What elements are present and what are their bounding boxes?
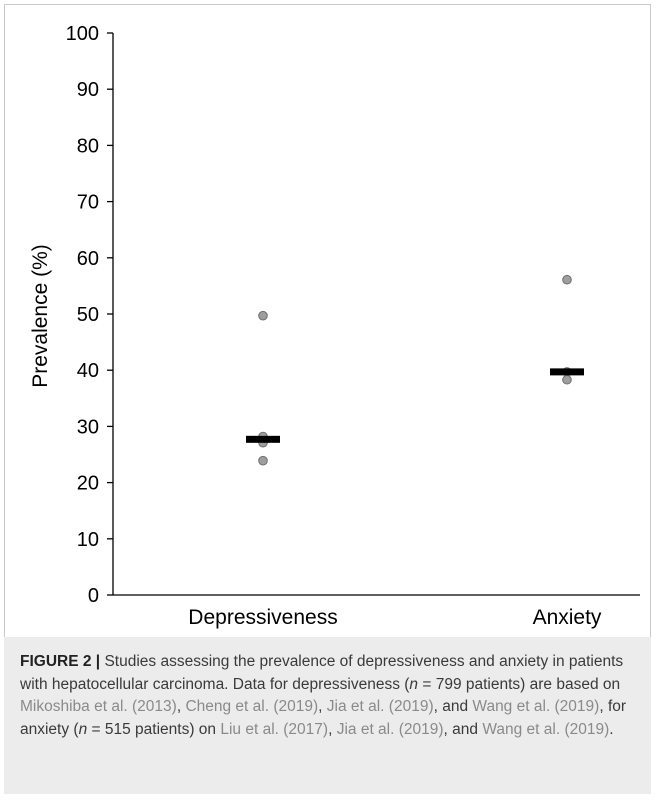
caption-label: FIGURE 2 | <box>20 653 101 670</box>
caption-text: = 799 patients) are based on <box>418 675 621 693</box>
caption-text: , and <box>443 720 483 738</box>
y-tick-label: 0 <box>88 585 99 607</box>
caption-text: , <box>318 698 327 715</box>
y-tick-label: 10 <box>77 529 99 551</box>
caption-text: Studies assessing the prevalence of depr… <box>20 653 624 693</box>
x-category-labels: Depressiveness Anxiety <box>188 606 602 629</box>
x-category-label: Depressiveness <box>188 606 337 629</box>
data-points <box>246 274 584 466</box>
chart-axes <box>112 33 640 596</box>
reference-link[interactable]: Mikoshiba et al. (2013) <box>20 698 177 715</box>
y-tick-label: 70 <box>77 192 99 214</box>
reference-link[interactable]: Cheng et al. (2019) <box>185 698 319 715</box>
caption-text: , and <box>433 698 473 715</box>
y-tick-label: 20 <box>77 473 99 495</box>
y-tick-label: 100 <box>66 23 99 45</box>
reference-link[interactable]: Wang et al. (2019) <box>472 698 600 715</box>
data-point <box>562 374 572 385</box>
caption-n: n <box>409 675 419 693</box>
y-tick-label: 60 <box>77 248 99 270</box>
median-bar <box>550 368 584 376</box>
prevalence-chart: 0 10 20 30 40 50 60 70 80 90 100 Depressiveness Anx… <box>29 23 640 629</box>
caption-text: , <box>176 698 186 715</box>
caption-text: , <box>328 720 337 738</box>
data-point <box>258 310 268 321</box>
figure-caption: FIGURE 2 | Studies assessing the prevale… <box>4 637 651 794</box>
y-tick-label: 90 <box>77 79 99 101</box>
y-tick-label: 30 <box>77 416 99 438</box>
reference-link[interactable]: Jia et al. (2019) <box>336 720 444 738</box>
y-axis-label: Prevalence (%) <box>29 244 52 388</box>
x-category-label: Anxiety <box>533 606 602 629</box>
data-point <box>258 455 268 466</box>
data-point <box>562 274 572 285</box>
y-tick-label: 40 <box>77 360 99 382</box>
median-bar <box>246 435 280 443</box>
caption-text: , for anxiety ( <box>20 698 627 738</box>
caption-text: . <box>609 720 614 738</box>
reference-link[interactable]: Liu et al. (2017) <box>220 720 329 738</box>
y-tick-label: 80 <box>77 135 99 157</box>
caption-text: = 515 patients) on <box>87 720 221 738</box>
reference-link[interactable]: Jia et al. (2019) <box>326 698 434 715</box>
caption-n: n <box>78 720 88 738</box>
reference-link[interactable]: Wang et al. (2019) <box>482 720 610 738</box>
y-tick-label: 50 <box>77 304 99 326</box>
y-ticks: 0 10 20 30 40 50 60 70 80 90 100 <box>66 23 113 607</box>
